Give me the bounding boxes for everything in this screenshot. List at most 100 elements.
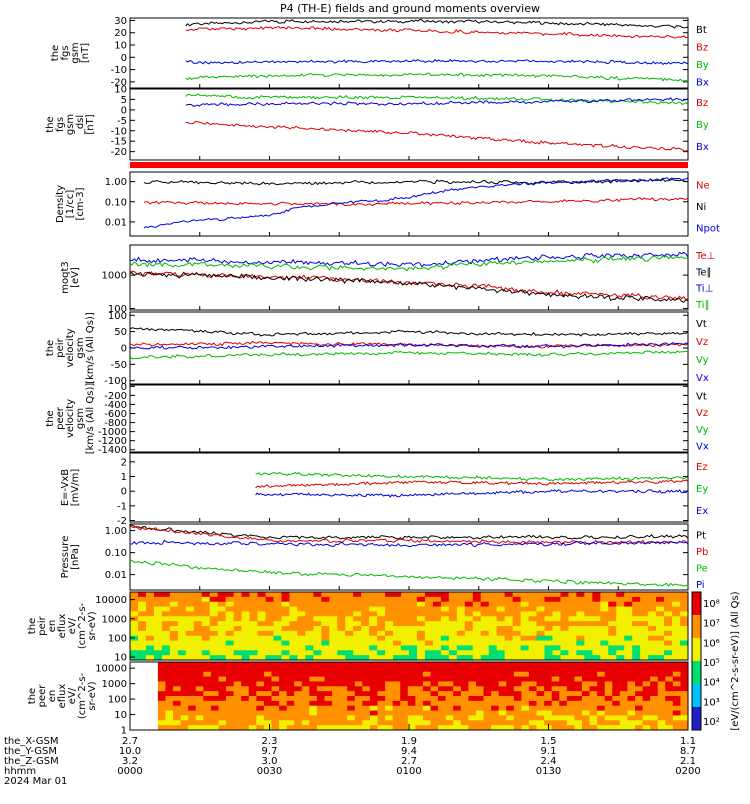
spectrogram-cell [241, 645, 251, 651]
spectrogram-cell [249, 606, 259, 612]
spectrogram-cell [576, 626, 585, 632]
spectrogram-cell [286, 662, 295, 668]
spectrogram-cell [321, 596, 330, 603]
spectrogram-cell [281, 645, 290, 651]
spectrogram-cell [297, 655, 306, 661]
spectrogram-cell [632, 592, 641, 598]
spectrogram-cell [271, 725, 280, 731]
spectrogram-2-ylabel-line: eflux [57, 684, 68, 709]
spectrogram-cell [161, 611, 171, 617]
spectrogram-cell [321, 626, 330, 632]
spectrogram-cell [422, 700, 432, 707]
spectrogram-cell [392, 662, 401, 668]
spectrogram-cell [597, 700, 606, 707]
spectrogram-cell [415, 725, 424, 731]
spectrogram-cell [456, 626, 466, 632]
spectrogram-cell [453, 725, 462, 731]
spectrogram-cell [544, 686, 553, 692]
spectrogram-cell [592, 596, 601, 603]
spectrogram-cell [271, 666, 280, 673]
spectrogram-cell [616, 640, 625, 646]
spectrogram-cell [345, 645, 354, 651]
spectrogram-cell [438, 686, 447, 692]
spectrogram-cell [161, 592, 171, 598]
spectrogram-cell [475, 691, 485, 697]
spectrogram-cell [309, 725, 318, 731]
panel-8-ylabel-line: Pressure [60, 536, 71, 579]
spectrogram-cell [188, 700, 197, 707]
spectrogram-cell [440, 606, 450, 612]
spectrogram-cell [648, 596, 657, 603]
spectrogram-cell [210, 686, 219, 692]
spectrogram-cell [624, 645, 633, 651]
spectrogram-cell [576, 635, 585, 642]
spectrogram-cell [589, 705, 598, 712]
spectrogram-cell [305, 655, 314, 661]
spectrogram-cell [619, 671, 628, 678]
spectrogram-cell [560, 650, 569, 656]
spectrogram-cell [217, 611, 227, 617]
spectrogram-cell [491, 710, 500, 716]
spectrogram-cell [385, 720, 394, 726]
legend-Bz: Bz [696, 42, 708, 53]
spectrogram-cell [680, 710, 689, 716]
spectrogram-cell [195, 705, 204, 712]
spectrogram-cell [233, 700, 242, 707]
spectrogram-cell [377, 710, 386, 716]
spectrogram-cell [627, 700, 636, 707]
spectrogram-cell [401, 621, 410, 627]
spectrogram-cell [339, 720, 348, 726]
panel-2-ylabel-line: gsm [65, 114, 76, 135]
spectrogram-cell [528, 676, 538, 682]
spectrogram-cell [263, 662, 272, 668]
spectrogram-cell [504, 635, 514, 642]
spectrogram-cell [169, 616, 179, 622]
spectrogram-cell [273, 601, 282, 608]
spectrogram-cell [600, 616, 609, 622]
spectrogram-cell [361, 611, 370, 617]
spectrogram-cell [309, 671, 318, 678]
spectrogram-cell [161, 630, 171, 637]
spectrogram-cell [568, 645, 577, 651]
colorbar-tick-label: 10⁸ [703, 599, 720, 610]
panel-5-ylabel-line: velocity [65, 328, 76, 367]
spectrogram-cell [165, 686, 174, 692]
y-tick-label: 5 [121, 95, 127, 106]
legend-Vt: Vt [696, 391, 707, 402]
spectrogram-cell [256, 671, 265, 678]
spectrogram-cell [263, 691, 272, 697]
spectrogram-cell [347, 725, 356, 731]
spectrogram-cell [407, 662, 416, 668]
separator-bar [130, 162, 688, 168]
spectrogram-cell [279, 666, 288, 673]
spectrogram-cell [488, 645, 498, 651]
spectrogram-cell [329, 606, 338, 612]
spectrogram-cell [664, 645, 673, 651]
spectrogram-cell [468, 666, 477, 673]
spectrogram-cell [680, 700, 689, 707]
spectrogram-cell [498, 666, 507, 673]
spectrogram-cell [369, 720, 379, 726]
spectrogram-cell [248, 686, 257, 692]
spectrogram-cell [528, 691, 538, 697]
spectrogram-cell [180, 696, 189, 702]
spectrogram-cell [528, 662, 538, 668]
panel-8-ylabel-line: [nPa] [70, 544, 81, 570]
spectrogram-cell [180, 686, 189, 692]
spectrogram-cell [440, 626, 450, 632]
spectrogram-cell [180, 662, 189, 668]
spectrogram-cell [566, 662, 575, 668]
spectrogram-cell [415, 705, 424, 712]
spectrogram-cell [512, 626, 522, 632]
spectrogram-cell [279, 725, 288, 731]
panel-frame [129, 244, 689, 311]
spectrogram-cell [468, 686, 477, 692]
spectrogram-cell [650, 666, 659, 673]
spectrogram-cell [339, 705, 348, 712]
spectrogram-cell [634, 720, 644, 726]
spectrogram-cell [145, 596, 155, 603]
spectrogram-cell [294, 686, 303, 692]
spectrogram-cell [672, 676, 681, 682]
spectrogram-cell [589, 696, 598, 702]
y-tick-label: -100 [104, 376, 127, 387]
